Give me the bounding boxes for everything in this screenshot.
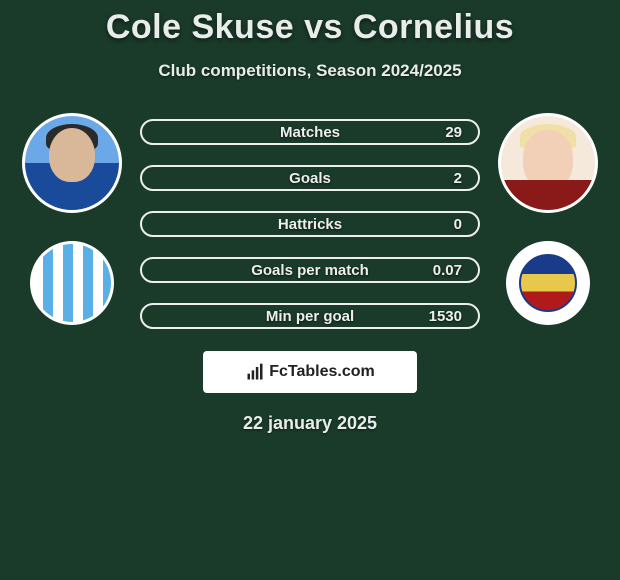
stat-label: Min per goal (266, 308, 354, 325)
attribution-badge: FcTables.com (203, 351, 417, 393)
stat-value: 0 (454, 216, 462, 233)
avatar-shirt (501, 180, 595, 210)
stat-value: 29 (445, 124, 462, 141)
stat-row-goals-per-match: Goals per match 0.07 (140, 257, 480, 283)
stat-row-min-per-goal: Min per goal 1530 (140, 303, 480, 329)
comparison-card: Cole Skuse vs Cornelius Club competition… (0, 0, 620, 434)
crest-shield (519, 254, 577, 312)
stat-value: 2 (454, 170, 462, 187)
stat-row-matches: Matches 29 (140, 119, 480, 145)
avatar-head (49, 128, 95, 182)
subtitle: Club competitions, Season 2024/2025 (0, 61, 620, 81)
stats-bars: Matches 29 Goals 2 Hattricks 0 Goals per… (140, 109, 480, 329)
left-player-avatar (22, 113, 122, 213)
stat-value: 0.07 (433, 262, 462, 279)
chart-icon (245, 362, 265, 382)
right-club-crest (506, 241, 590, 325)
stat-value: 1530 (429, 308, 462, 325)
right-player-avatar (498, 113, 598, 213)
left-club-crest (30, 241, 114, 325)
stat-row-goals: Goals 2 (140, 165, 480, 191)
stat-label: Hattricks (278, 216, 342, 233)
stat-label: Goals per match (251, 262, 369, 279)
left-column (22, 109, 122, 325)
stat-label: Matches (280, 124, 340, 141)
page-title: Cole Skuse vs Cornelius (0, 8, 620, 47)
attribution-text: FcTables.com (269, 363, 375, 381)
main-row: Matches 29 Goals 2 Hattricks 0 Goals per… (0, 109, 620, 329)
stat-label: Goals (289, 170, 331, 187)
right-column (498, 109, 598, 325)
date-label: 22 january 2025 (0, 413, 620, 434)
stat-row-hattricks: Hattricks 0 (140, 211, 480, 237)
